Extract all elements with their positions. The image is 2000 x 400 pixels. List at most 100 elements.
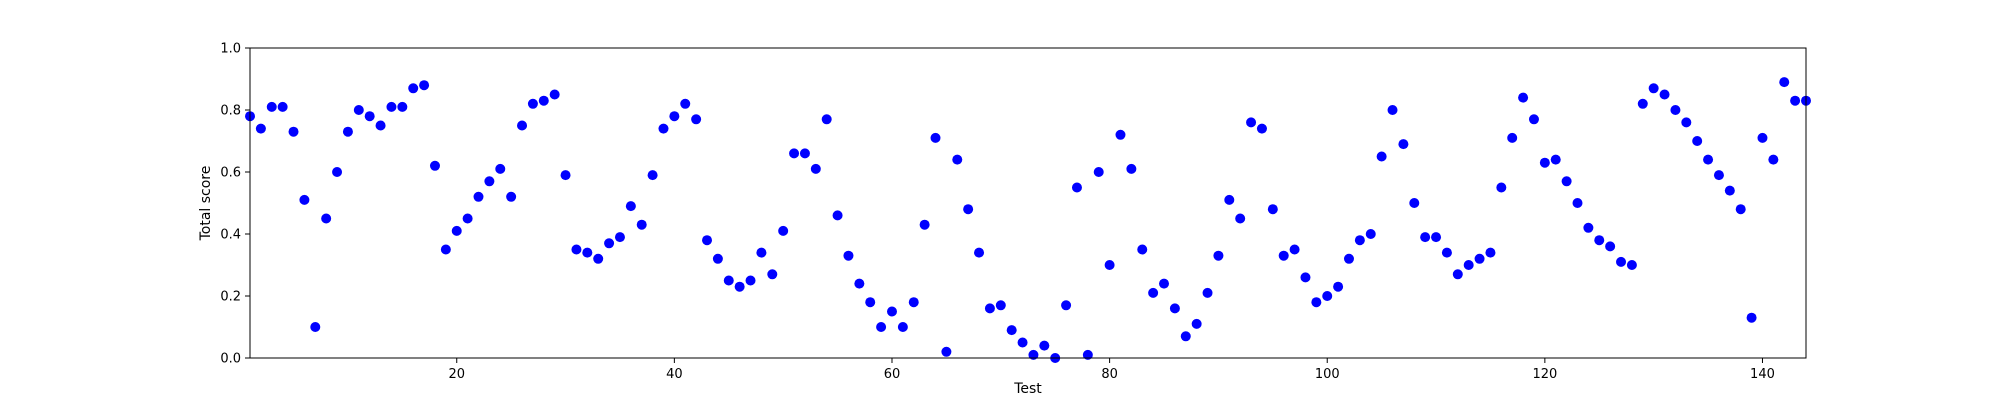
y-tick-label: 1.0 — [220, 42, 241, 57]
data-point — [571, 244, 582, 255]
y-axis-label: Total score — [198, 166, 214, 242]
x-axis-ticks: 20 40 60 80 100 120 140 — [448, 358, 1775, 382]
data-point — [1735, 204, 1746, 215]
x-axis-label: Test — [1013, 381, 1042, 397]
data-point — [1670, 105, 1681, 115]
data-point — [832, 210, 843, 221]
data-point — [1365, 229, 1376, 239]
data-point — [1757, 132, 1768, 143]
data-point — [995, 300, 1006, 311]
data-point — [963, 204, 974, 215]
y-tick-label: 0.6 — [220, 166, 241, 181]
data-point — [1659, 89, 1670, 100]
data-point — [1713, 170, 1724, 181]
data-point — [614, 232, 625, 243]
data-point — [506, 191, 517, 202]
data-point — [1071, 182, 1082, 193]
data-point — [1724, 185, 1735, 196]
data-point — [1333, 281, 1344, 292]
data-point — [582, 247, 593, 258]
data-point — [1115, 129, 1126, 140]
data-point — [1191, 318, 1202, 329]
data-point — [691, 114, 702, 125]
data-point — [1496, 182, 1507, 193]
data-point — [930, 132, 941, 143]
data-point — [810, 163, 821, 174]
data-point — [756, 247, 767, 258]
data-point — [680, 98, 691, 109]
data-point — [266, 101, 277, 112]
data-point — [1768, 154, 1779, 165]
data-point — [1322, 291, 1333, 301]
data-point — [1452, 269, 1463, 280]
data-point — [1431, 232, 1442, 243]
data-point — [1583, 222, 1594, 233]
y-tick-label: 0.0 — [220, 352, 241, 367]
data-point — [1039, 340, 1050, 351]
data-point — [1180, 331, 1191, 342]
data-point — [1441, 247, 1452, 258]
data-point — [843, 250, 854, 261]
data-point — [1637, 98, 1648, 109]
data-point — [429, 160, 440, 171]
data-point — [527, 98, 538, 109]
data-point — [1289, 244, 1300, 255]
data-point — [1692, 136, 1703, 146]
data-point — [1409, 198, 1420, 208]
data-point — [1017, 337, 1028, 348]
data-point — [974, 247, 985, 258]
x-tick-label: 140 — [1750, 367, 1775, 382]
plot-frame — [249, 47, 1807, 359]
data-point — [1235, 213, 1246, 224]
data-point — [1278, 250, 1289, 261]
data-point — [919, 219, 930, 230]
x-tick-label: 120 — [1532, 367, 1557, 382]
data-point — [778, 225, 789, 236]
data-point — [1376, 151, 1387, 162]
data-point — [517, 120, 528, 131]
x-tick-label: 100 — [1315, 367, 1340, 382]
data-points — [245, 77, 1811, 363]
data-point — [332, 167, 343, 177]
data-point — [1246, 117, 1257, 128]
y-tick-label: 0.4 — [220, 228, 241, 243]
data-point — [255, 123, 266, 134]
data-point — [484, 176, 495, 187]
data-point — [1213, 250, 1224, 261]
x-tick-label: 40 — [666, 367, 683, 382]
data-point — [408, 83, 419, 94]
data-point — [1311, 297, 1322, 308]
data-point — [451, 225, 462, 236]
data-point — [734, 281, 745, 292]
data-point — [1528, 114, 1539, 125]
data-point — [1572, 198, 1583, 208]
data-point — [1463, 260, 1474, 270]
data-point — [1703, 154, 1714, 165]
data-point — [1539, 157, 1550, 168]
x-tick-label: 20 — [448, 367, 465, 382]
data-point — [1169, 303, 1180, 314]
data-point — [745, 275, 756, 286]
data-point — [1354, 235, 1365, 246]
data-point — [1398, 139, 1409, 150]
data-point — [647, 170, 658, 181]
data-point — [1126, 163, 1137, 174]
data-point — [593, 253, 604, 264]
data-point — [1746, 312, 1757, 323]
data-point — [799, 148, 810, 159]
data-point — [1082, 349, 1093, 360]
data-point — [1605, 241, 1616, 252]
data-point — [984, 303, 995, 314]
data-point — [1300, 272, 1311, 283]
data-point — [364, 111, 375, 122]
data-point — [310, 322, 321, 332]
data-point — [723, 275, 734, 286]
data-point — [1387, 105, 1398, 115]
data-point — [1616, 256, 1627, 267]
data-point — [1507, 132, 1518, 143]
data-point — [1648, 83, 1659, 94]
data-point — [397, 101, 408, 112]
data-point — [636, 219, 647, 230]
data-point — [1790, 95, 1801, 106]
data-point — [1137, 244, 1148, 255]
